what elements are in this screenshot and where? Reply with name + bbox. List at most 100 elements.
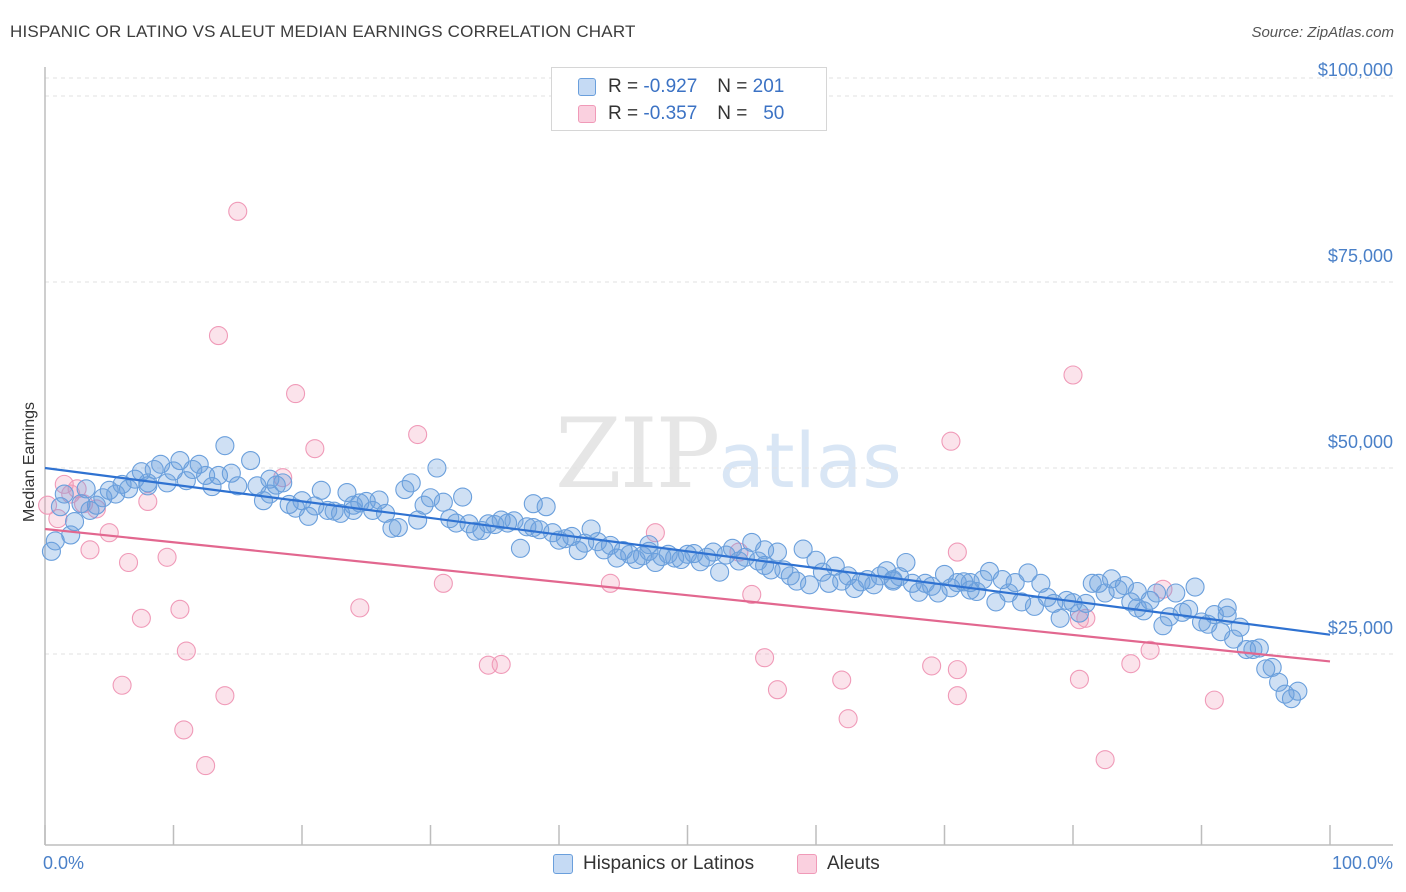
hispanic-point xyxy=(420,488,441,508)
hispanic-point xyxy=(1146,583,1167,603)
bottom-legend-label: Hispanics or Latinos xyxy=(583,853,755,874)
hispanic-point xyxy=(311,480,331,500)
hispanic-point xyxy=(967,581,987,602)
aleut-point xyxy=(1204,690,1224,710)
hispanic-point xyxy=(787,571,807,591)
hispanic-point xyxy=(41,541,61,561)
hispanic-point xyxy=(883,571,903,591)
legend-swatch-aleut xyxy=(578,105,596,123)
aleut-point xyxy=(947,686,967,706)
legend-r-label: R = xyxy=(608,103,639,124)
legend-n-label: N = xyxy=(717,76,748,97)
hispanic-point xyxy=(806,550,826,570)
bottom-swatch-aleut xyxy=(797,854,817,874)
hispanic-point xyxy=(273,473,293,493)
x-tick-label: 0.0% xyxy=(43,853,84,873)
aleut-point xyxy=(286,384,306,404)
aleut-point xyxy=(1153,579,1173,599)
y-axis-label: Median Earnings xyxy=(21,402,38,522)
hispanic-point xyxy=(1127,581,1147,602)
bottom-legend-label: Aleuts xyxy=(827,853,880,874)
aleut-point xyxy=(947,660,967,680)
y-tick-label: $50,000 xyxy=(1328,432,1393,452)
aleut-point xyxy=(1121,654,1141,674)
hispanic-point xyxy=(1179,599,1199,619)
axes xyxy=(44,67,1393,846)
hispanic-point xyxy=(1012,592,1032,612)
hispanic-point xyxy=(433,492,453,512)
hispanic-point xyxy=(1005,573,1025,593)
legend-r-label: R = xyxy=(608,76,639,97)
stats-legend: R = -0.927 N = 201 R = -0.357 N = 50 xyxy=(551,67,827,131)
aleut-point xyxy=(838,709,858,729)
legend-r-value: -0.357 xyxy=(643,103,698,124)
hispanic-point xyxy=(414,495,434,515)
bottom-legend-hispanic: Hispanics or Latinos xyxy=(553,852,754,876)
hispanic-point xyxy=(76,479,96,499)
hispanic-point xyxy=(896,552,916,573)
aleut-point xyxy=(947,542,967,562)
hispanic-point xyxy=(189,454,209,474)
legend-row-aleut: R = -0.357 N = 50 xyxy=(578,102,784,126)
hispanic-point xyxy=(86,495,106,515)
aleut-point xyxy=(215,686,235,706)
aleut-point xyxy=(170,599,190,619)
aleut-point xyxy=(228,201,248,221)
aleut-point xyxy=(742,584,762,605)
aleut-point xyxy=(767,680,788,700)
aleut-point xyxy=(80,540,100,560)
hispanic-point xyxy=(1050,608,1070,628)
hispanic-point xyxy=(523,494,543,514)
aleut-point xyxy=(112,675,132,695)
hispanic-point xyxy=(960,580,980,600)
hispanic-point xyxy=(1249,638,1269,658)
hispanic-point xyxy=(1185,577,1205,597)
aleut-point xyxy=(208,326,229,346)
aleut-point xyxy=(941,431,961,451)
hispanic-point xyxy=(228,476,248,496)
hispanic-point xyxy=(343,495,363,515)
legend-n-value: 201 xyxy=(752,76,785,97)
aleut-point xyxy=(1063,365,1083,385)
hispanic-point xyxy=(1031,573,1051,593)
hispanic-point xyxy=(1217,598,1237,618)
hispanic-point xyxy=(106,484,126,504)
aleut-point xyxy=(1095,750,1115,770)
hispanic-point xyxy=(337,483,357,503)
hispanic-point xyxy=(793,539,813,559)
hispanic-point xyxy=(93,488,113,508)
aleut-point xyxy=(176,641,196,661)
aleut-point xyxy=(433,573,453,593)
aleut-point xyxy=(48,509,68,529)
hispanic-point xyxy=(1269,672,1289,692)
hispanic-point xyxy=(1095,583,1115,603)
aleut-point xyxy=(196,756,216,776)
legend-swatch-hispanic xyxy=(578,78,596,96)
aleut-point xyxy=(1069,669,1089,689)
aleut-point xyxy=(1140,640,1160,660)
aleut-point xyxy=(174,720,194,740)
hispanic-points xyxy=(41,436,1308,709)
watermark-atlas: atlas xyxy=(718,416,902,505)
hispanic-point xyxy=(710,562,730,582)
aleut-point xyxy=(755,648,775,668)
aleut-point xyxy=(118,552,139,573)
aleut-point xyxy=(54,474,74,494)
hispanic-point xyxy=(241,451,261,471)
hispanic-point xyxy=(65,512,85,532)
aleut-point xyxy=(1076,608,1096,628)
hispanic-point xyxy=(388,517,408,538)
hispanic-point xyxy=(1224,629,1244,649)
hispanic-point xyxy=(1089,573,1109,593)
x-tick-label: 100.0% xyxy=(1332,853,1393,873)
hispanic-point xyxy=(260,469,280,489)
aleut-point xyxy=(131,608,151,628)
hispanic-point xyxy=(401,473,421,493)
aleut-point xyxy=(600,573,620,593)
source-credit: Source: ZipAtlas.com xyxy=(1251,24,1394,41)
y-tick-label: $75,000 xyxy=(1328,246,1393,266)
hispanic-point xyxy=(427,458,447,478)
bottom-swatch-hispanic xyxy=(553,854,573,874)
aleut-point xyxy=(350,598,370,618)
